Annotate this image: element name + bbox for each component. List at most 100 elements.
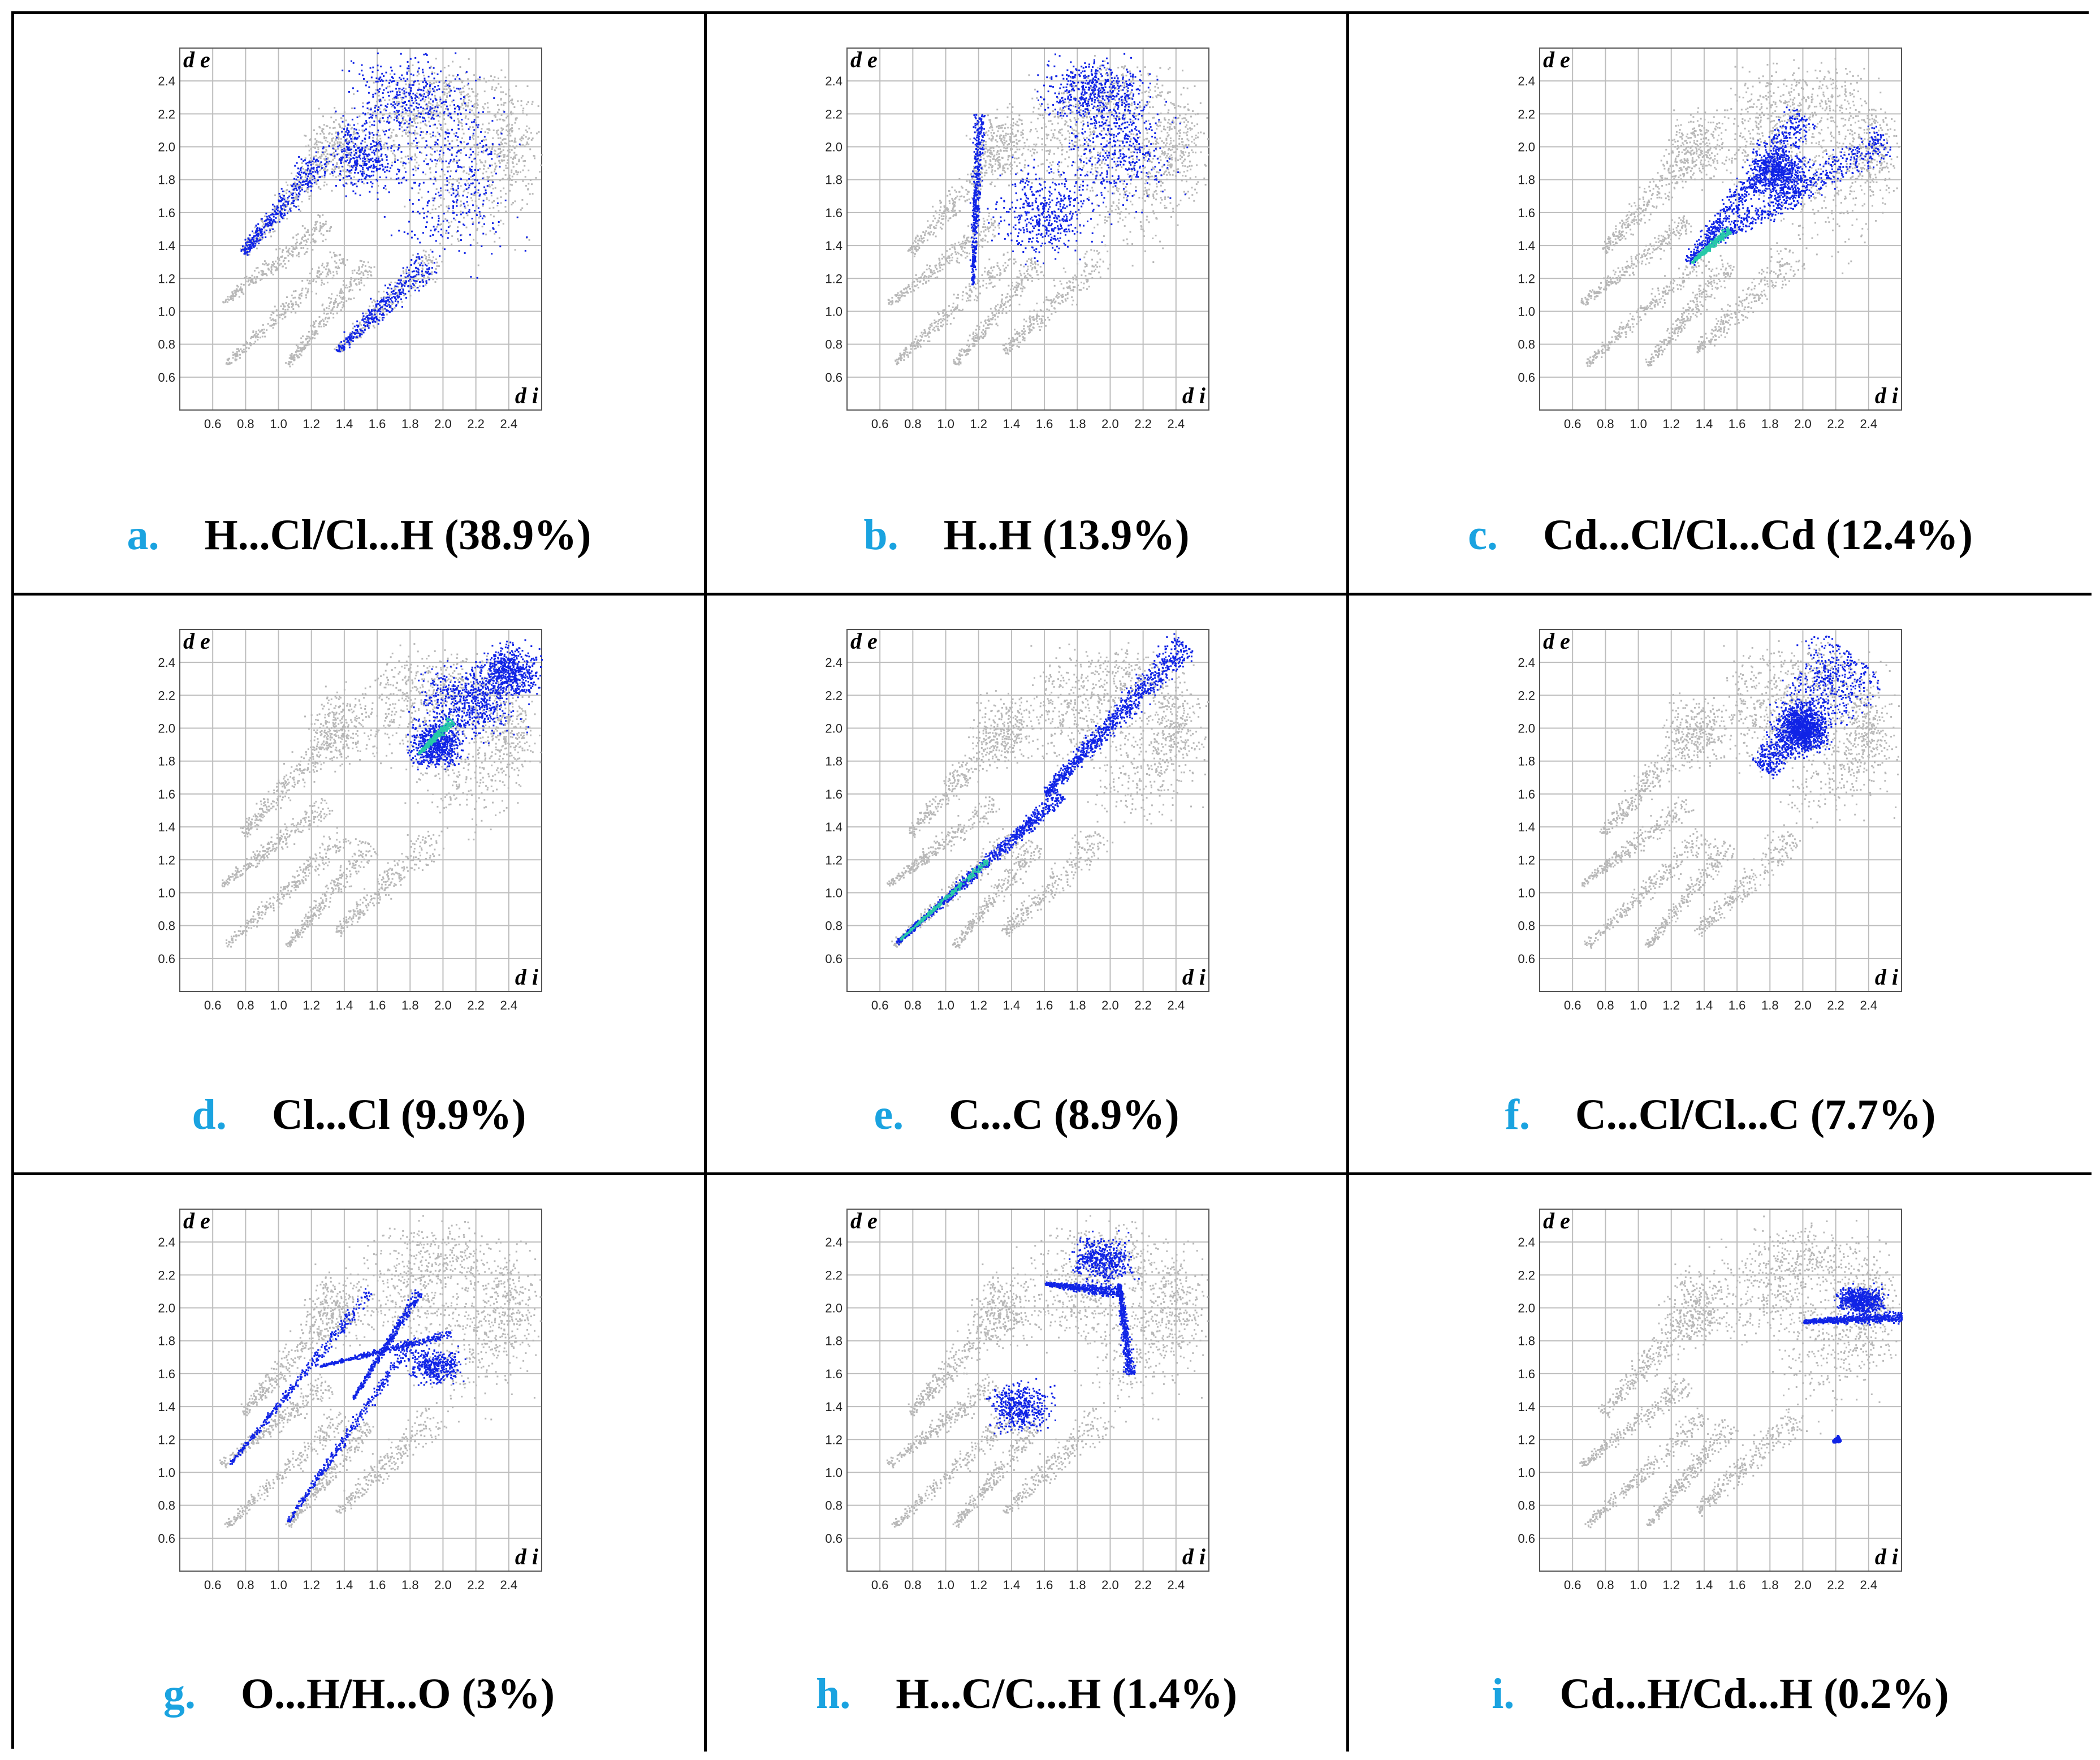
- point: [321, 264, 323, 266]
- point: [915, 278, 917, 280]
- point: [454, 107, 456, 110]
- point: [457, 230, 459, 232]
- point: [301, 237, 303, 239]
- point: [344, 135, 346, 137]
- point: [316, 158, 318, 161]
- point: [306, 187, 309, 189]
- point: [375, 161, 377, 163]
- point: [322, 128, 325, 131]
- point: [288, 252, 289, 254]
- point: [953, 246, 956, 248]
- point: [408, 269, 410, 271]
- point: [297, 253, 300, 256]
- point: [276, 262, 279, 265]
- point: [418, 285, 421, 287]
- point: [429, 113, 431, 115]
- point: [408, 94, 411, 96]
- point: [307, 175, 309, 178]
- point: [342, 297, 344, 299]
- point: [521, 199, 524, 201]
- point: [298, 181, 300, 183]
- point: [371, 301, 373, 304]
- point: [444, 184, 446, 186]
- point: [324, 163, 326, 165]
- point: [286, 251, 288, 253]
- point: [408, 130, 410, 132]
- point: [461, 119, 463, 120]
- point: [362, 316, 364, 318]
- point: [487, 111, 489, 113]
- point: [465, 123, 468, 126]
- point: [428, 102, 430, 104]
- point: [412, 84, 414, 86]
- point: [318, 270, 321, 273]
- point: [511, 171, 513, 174]
- point: [334, 260, 336, 262]
- point: [405, 270, 408, 273]
- point: [235, 293, 237, 295]
- point: [342, 120, 344, 123]
- point: [473, 174, 476, 176]
- point: [418, 256, 420, 258]
- point: [460, 185, 462, 187]
- point: [358, 335, 361, 337]
- point: [290, 207, 292, 209]
- point: [505, 192, 507, 195]
- point: [280, 262, 282, 265]
- point: [316, 183, 318, 186]
- point: [400, 182, 403, 184]
- point: [361, 140, 364, 142]
- point: [341, 158, 343, 160]
- point: [296, 350, 298, 351]
- point: [335, 301, 337, 303]
- point: [981, 172, 983, 174]
- point: [472, 178, 474, 180]
- point: [477, 93, 479, 95]
- point: [526, 85, 529, 87]
- point: [373, 124, 375, 127]
- point: [933, 232, 935, 234]
- point: [357, 163, 359, 165]
- point: [250, 245, 252, 248]
- point: [477, 136, 479, 138]
- point: [449, 104, 451, 106]
- point: [299, 347, 301, 349]
- point: [342, 177, 344, 179]
- point: [322, 214, 324, 216]
- point: [342, 143, 344, 145]
- x-tick-label: 1.8: [401, 417, 419, 431]
- point: [479, 76, 481, 79]
- point: [375, 179, 378, 181]
- point: [481, 128, 483, 130]
- point: [369, 121, 371, 123]
- point: [355, 183, 357, 185]
- point: [353, 297, 355, 299]
- point: [416, 107, 418, 109]
- point: [400, 279, 402, 282]
- point: [278, 259, 280, 261]
- point: [234, 292, 236, 294]
- point: [508, 132, 511, 135]
- point: [498, 148, 500, 150]
- point: [295, 301, 297, 303]
- point: [258, 230, 260, 231]
- point: [250, 241, 252, 243]
- point: [457, 240, 460, 242]
- point: [988, 163, 991, 165]
- point: [411, 276, 413, 278]
- point: [247, 241, 249, 243]
- point: [420, 131, 422, 133]
- point: [430, 260, 433, 262]
- point: [468, 83, 469, 85]
- point: [509, 135, 512, 137]
- point: [407, 61, 409, 63]
- point: [289, 192, 292, 194]
- point: [457, 124, 460, 126]
- point: [473, 74, 476, 76]
- point: [960, 253, 962, 256]
- point: [443, 103, 446, 106]
- point: [360, 271, 362, 273]
- point: [420, 89, 422, 91]
- point: [364, 318, 366, 320]
- point: [331, 277, 334, 279]
